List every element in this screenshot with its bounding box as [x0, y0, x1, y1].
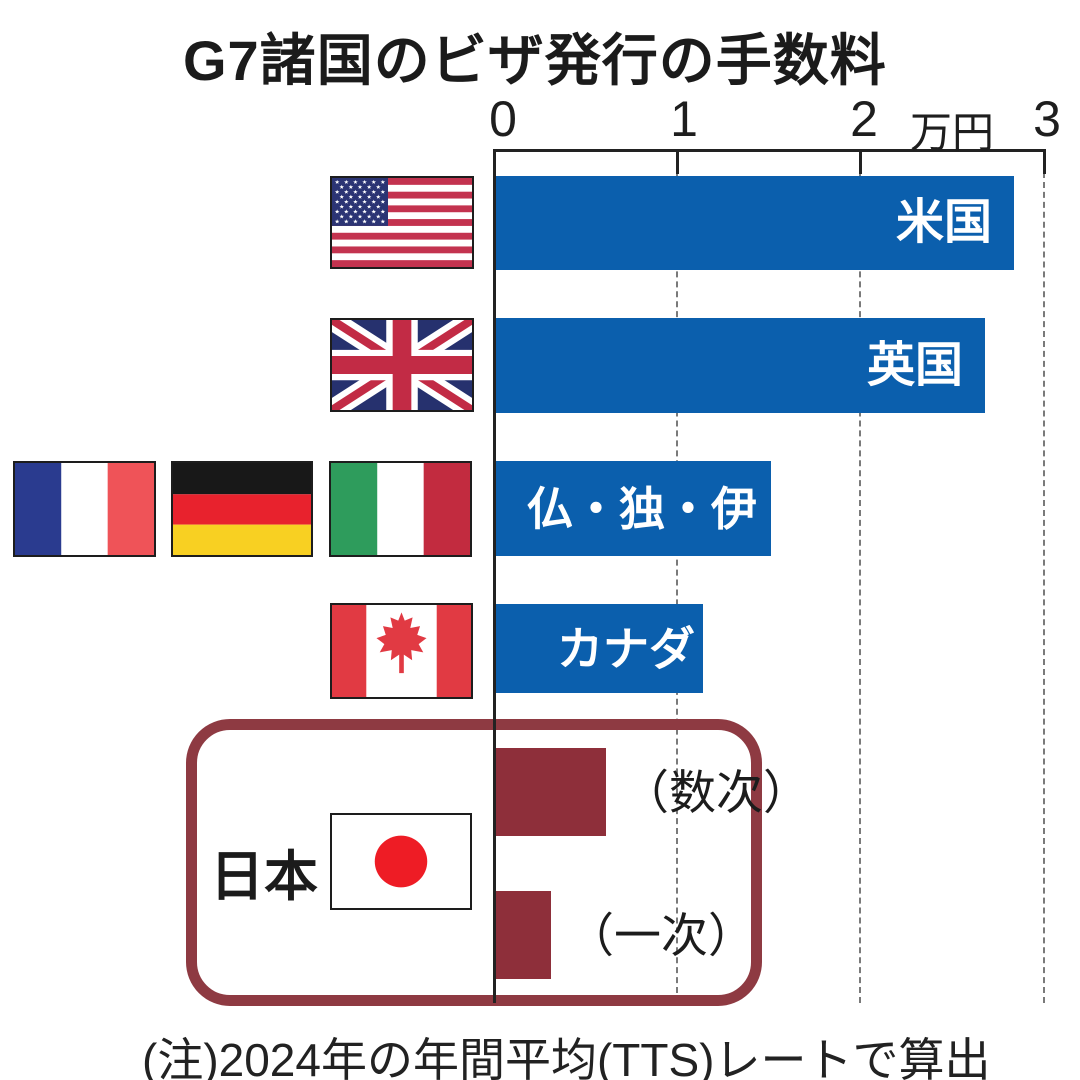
axis-tick-label-1: 1 — [670, 91, 698, 147]
bar-japan-multiple-entry — [496, 748, 606, 836]
axis-tickmark-1 — [676, 149, 679, 174]
bar-label-usa: 米国 — [895, 196, 992, 249]
japan-group-box — [186, 719, 762, 1006]
bar-japan-single-entry — [496, 891, 551, 979]
japan-group-label: 日本 — [210, 847, 318, 907]
usa-flag-icon — [330, 176, 474, 269]
gridline-3 — [1043, 172, 1045, 1003]
bar-france-germany-italy: 仏・独・伊 — [496, 461, 771, 556]
chart-title: G7諸国のビザ発行の手数料 — [183, 29, 887, 92]
axis-tick-label-2: 2 — [850, 91, 878, 147]
uk-flag-icon — [330, 318, 474, 412]
footnote: (注)2024年の年間平均(TTS)レートで算出 — [142, 1034, 991, 1080]
bar-label-uk: 英国 — [866, 338, 963, 392]
france-flag-icon — [13, 461, 156, 557]
bar-uk: 英国 — [496, 318, 985, 413]
axis-tickmark-3 — [1043, 149, 1046, 174]
japan-flag-icon — [330, 813, 472, 910]
germany-flag-icon — [171, 461, 313, 557]
bar-label-canada: カナダ — [557, 622, 695, 675]
axis-tick-label-3: 3 — [1033, 91, 1061, 147]
bar-usa: 米国 — [496, 176, 1014, 270]
gridline-2 — [859, 172, 861, 1003]
bar-label-japan-multiple-entry: （数次） — [622, 765, 810, 819]
axis-line-zero — [493, 149, 496, 1003]
canada-flag-icon — [330, 603, 473, 699]
axis-tick-label-0: 0 — [489, 91, 517, 147]
axis-tickmark-2 — [859, 149, 862, 174]
gridline-1 — [676, 172, 678, 1003]
bar-label-france-germany-italy: 仏・独・伊 — [527, 482, 757, 535]
axis-unit-label: 万円 — [909, 109, 995, 156]
axis-line-top — [493, 149, 1046, 152]
bar-label-japan-single-entry: （一次） — [567, 908, 755, 962]
bar-canada: カナダ — [496, 604, 703, 693]
italy-flag-icon — [329, 461, 472, 557]
